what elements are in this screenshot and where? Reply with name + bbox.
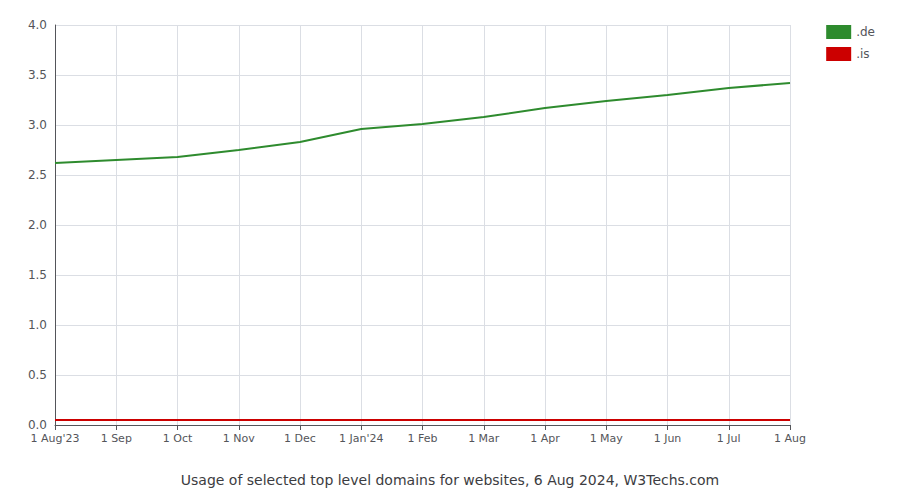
svg-text:1.5: 1.5 xyxy=(28,268,47,282)
svg-text:1 Aug: 1 Aug xyxy=(774,432,806,445)
svg-text:3.0: 3.0 xyxy=(28,118,47,132)
svg-text:.de: .de xyxy=(856,25,875,39)
svg-text:3.5: 3.5 xyxy=(28,68,47,82)
svg-text:1 Oct: 1 Oct xyxy=(163,432,193,445)
svg-text:2.5: 2.5 xyxy=(28,168,47,182)
svg-text:.is: .is xyxy=(856,47,869,61)
svg-text:4.0: 4.0 xyxy=(28,18,47,32)
svg-text:1 Mar: 1 Mar xyxy=(468,432,500,445)
svg-text:1 Jan'24: 1 Jan'24 xyxy=(339,432,383,445)
svg-text:1 Jun: 1 Jun xyxy=(654,432,682,445)
svg-text:1 Dec: 1 Dec xyxy=(284,432,316,445)
svg-text:1 Apr: 1 Apr xyxy=(530,432,560,445)
svg-text:1 Nov: 1 Nov xyxy=(223,432,255,445)
svg-text:1 May: 1 May xyxy=(590,432,624,445)
svg-text:Usage of selected top level do: Usage of selected top level domains for … xyxy=(181,472,719,488)
svg-text:1 Feb: 1 Feb xyxy=(408,432,438,445)
svg-text:1 Aug'23: 1 Aug'23 xyxy=(31,432,80,445)
svg-text:1 Jul: 1 Jul xyxy=(717,432,741,445)
svg-text:1.0: 1.0 xyxy=(28,318,47,332)
svg-text:0.0: 0.0 xyxy=(28,418,47,432)
svg-text:1 Sep: 1 Sep xyxy=(101,432,132,445)
svg-text:2.0: 2.0 xyxy=(28,218,47,232)
svg-text:0.5: 0.5 xyxy=(28,368,47,382)
